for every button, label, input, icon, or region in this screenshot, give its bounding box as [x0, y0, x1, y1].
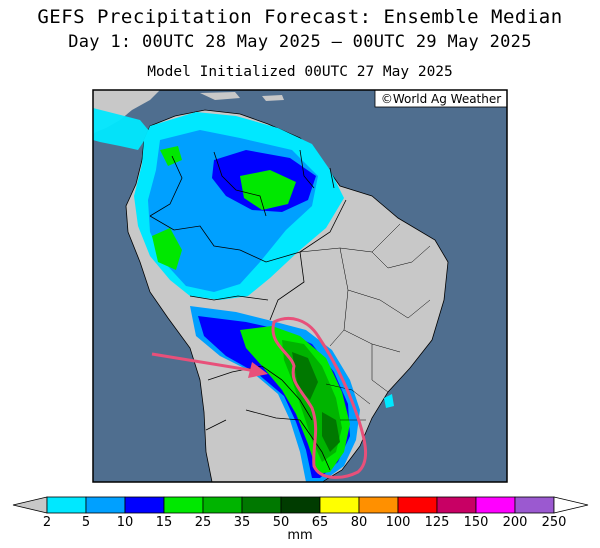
caribbean-island — [200, 92, 240, 100]
legend-color-swatch — [436, 496, 477, 514]
forecast-period: Day 1: 00UTC 28 May 2025 — 00UTC 29 May … — [68, 32, 532, 52]
legend-color-swatch — [280, 496, 321, 514]
rain-area-light — [93, 108, 150, 150]
legend-tick-label: 2 — [43, 515, 51, 530]
rain-area-very-heavy — [152, 228, 182, 270]
legend-color-swatch — [124, 496, 165, 514]
legend-below-min-triangle — [12, 496, 48, 514]
highlight-outline — [271, 317, 367, 479]
legend-color-swatch — [358, 496, 399, 514]
legend-tick-label: 65 — [312, 515, 329, 530]
legend-tick-label: 250 — [542, 515, 567, 530]
map-frame — [92, 89, 508, 483]
legend-color-swatch — [514, 496, 555, 514]
legend-tick-label: 25 — [195, 515, 212, 530]
legend-color-swatch — [241, 496, 282, 514]
caribbean-island — [262, 95, 284, 101]
legend-color-swatch — [46, 496, 87, 514]
legend-color-swatch — [202, 496, 243, 514]
map-title: GEFS Precipitation Forecast: Ensemble Me… — [37, 6, 563, 28]
model-init-time: Model Initialized 00UTC 27 May 2025 — [147, 64, 453, 80]
legend-tick-label: 100 — [386, 515, 411, 530]
highlight-arrow-head — [248, 362, 268, 378]
legend-tick-label: 150 — [464, 515, 489, 530]
legend-tick-label: 50 — [273, 515, 290, 530]
legend-tick-label: 5 — [82, 515, 90, 530]
color-legend: 2 5 10 15 25 35 50 65 80 100 125 150 200 250 — [12, 496, 589, 530]
legend-color-swatch — [397, 496, 438, 514]
legend-tick-label: 125 — [425, 515, 450, 530]
legend-above-max-triangle — [553, 496, 589, 514]
legend-tick-label: 10 — [117, 515, 134, 530]
rain-area-extreme — [322, 412, 340, 452]
rain-area-very-heavy — [160, 146, 182, 166]
legend-tick-label: 80 — [351, 515, 368, 530]
highlight-arrow — [151, 352, 263, 374]
legend-unit: mm — [287, 528, 313, 543]
rain-area-very-heavy — [240, 170, 296, 210]
legend-color-swatch — [475, 496, 516, 514]
copyright-box — [374, 90, 507, 108]
copyright-text: ©World Ag Weather — [381, 92, 501, 106]
legend-color-swatch — [85, 496, 126, 514]
legend-tick-label: 200 — [503, 515, 528, 530]
legend-color-swatch — [163, 496, 204, 514]
legend-tick-label: 15 — [156, 515, 173, 530]
legend-tick-label: 35 — [234, 515, 251, 530]
state-borders — [299, 223, 431, 421]
country-borders — [149, 149, 347, 471]
rain-area-light — [384, 394, 394, 408]
legend-color-swatch — [319, 496, 360, 514]
